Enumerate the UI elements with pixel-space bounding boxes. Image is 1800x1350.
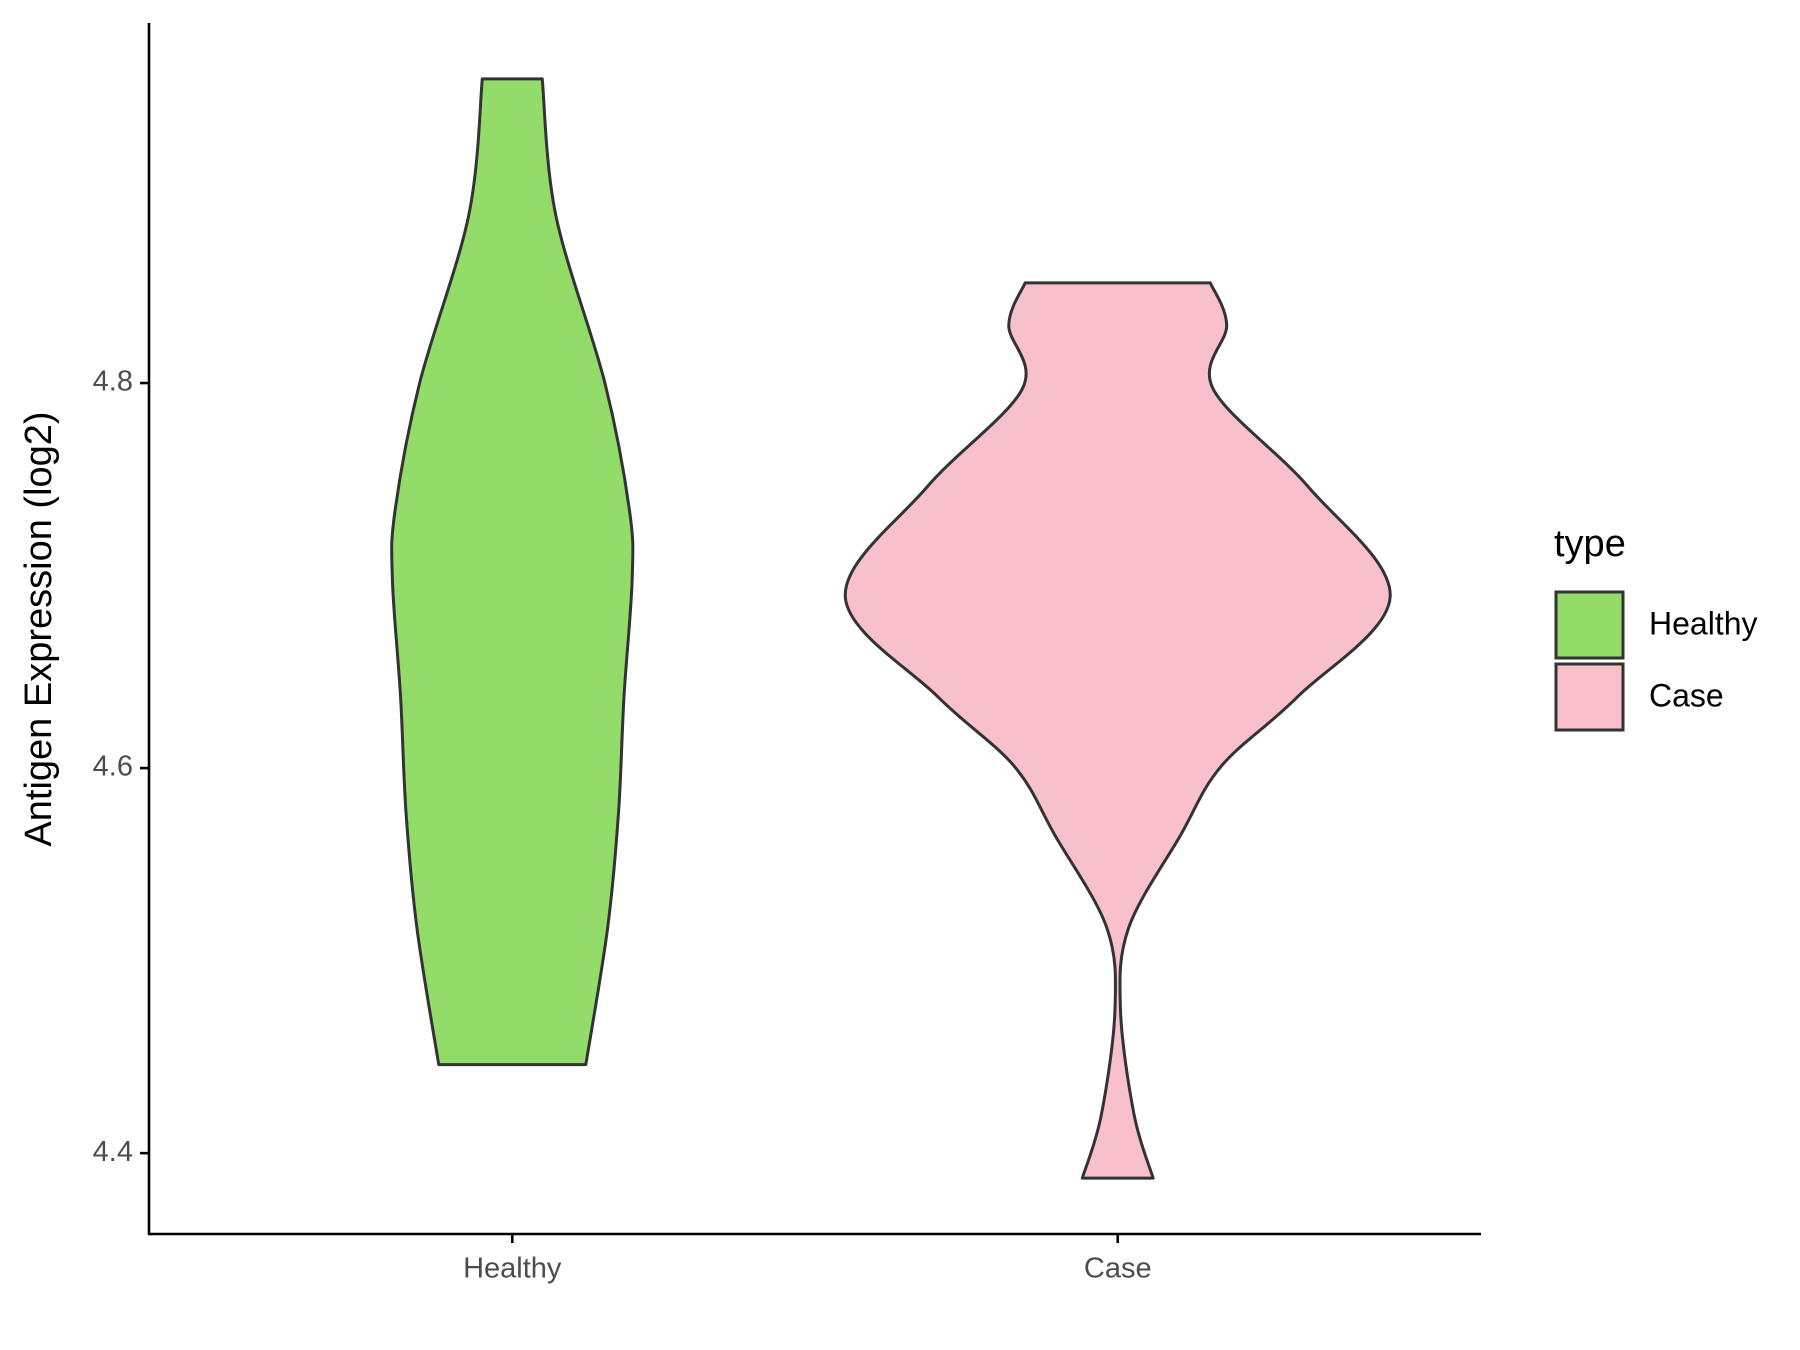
legend-key: [1554, 590, 1625, 660]
x-tick-label: Healthy: [463, 1253, 562, 1285]
y-tick-label: 4.4: [93, 1136, 133, 1168]
legend-label: Healthy: [1649, 605, 1758, 641]
legend-title: type: [1554, 523, 1626, 565]
legend-key: [1554, 662, 1625, 732]
y-tick-label: 4.6: [93, 751, 133, 783]
y-tick-label: 4.8: [93, 366, 133, 398]
violin: [843, 281, 1392, 1180]
legend-label: Case: [1649, 677, 1724, 713]
y-axis-title: Antigen Expression (log2): [18, 411, 60, 846]
violin: [390, 77, 635, 1067]
x-tick-label: Case: [1084, 1253, 1152, 1285]
